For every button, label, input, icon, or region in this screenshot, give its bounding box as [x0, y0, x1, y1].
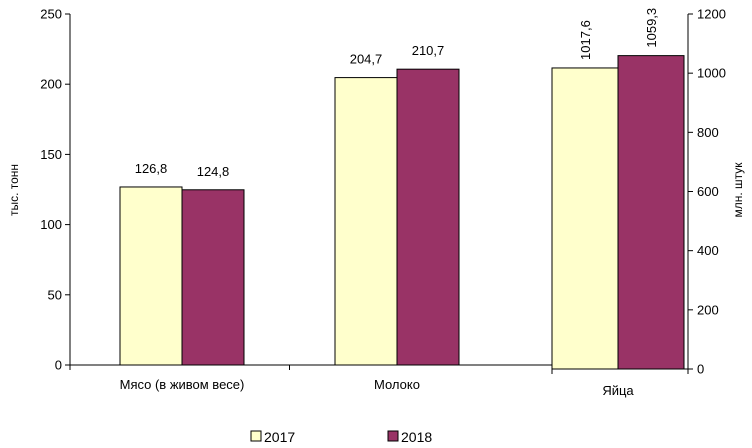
- right-panel: 0 200 400 600 800 1000 1200 1017,6 1059,3 Яйца: [551, 7, 726, 398]
- data-label-2017-0: 126,8: [135, 161, 168, 176]
- left-y-tick-label: 100: [40, 217, 62, 232]
- category-label-left-1: Молоко: [374, 377, 420, 392]
- left-y-tick-label: 250: [40, 7, 62, 22]
- category-label-right-0: Яйца: [602, 383, 634, 398]
- right-y-tick-label: 200: [697, 302, 719, 317]
- right-axis-title: млн. штук: [731, 162, 745, 218]
- category-label-left-0: Мясо (в живом весе): [120, 377, 245, 392]
- right-y-tick-label: 600: [697, 184, 719, 199]
- legend-label-2018: 2018: [401, 429, 432, 445]
- right-y-tick-label: 0: [697, 362, 704, 377]
- data-label-eggs-2018: 1059,3: [644, 8, 659, 48]
- bar-2017-left-0: [119, 186, 183, 366]
- data-label-eggs-2017: 1017,6: [578, 20, 593, 60]
- left-y-tick-label: 50: [48, 287, 62, 302]
- left-y-tick-label: 200: [40, 77, 62, 92]
- legend-swatch-2017: [250, 430, 262, 442]
- right-y-tick-label: 400: [697, 243, 719, 258]
- left-y-tick-label: 150: [40, 147, 62, 162]
- left-panel: 0 50 100 150 200 250 126,8 124,8 Мясо (в живом в…: [40, 7, 553, 392]
- left-y-tick-label: 0: [55, 358, 62, 373]
- bar-2018-left-1: [396, 68, 460, 366]
- legend-swatch-2018: [387, 430, 399, 442]
- left-axis-title: тыс. тонн: [7, 164, 21, 216]
- right-y-tick-label: 1200: [697, 7, 726, 22]
- bar-2017-right-0: [551, 67, 619, 370]
- right-y-tick-label: 1000: [697, 66, 726, 81]
- data-label-2018-0: 124,8: [197, 164, 230, 179]
- legend-label-2017: 2017: [264, 429, 295, 445]
- legend: 2017 2018: [250, 429, 432, 445]
- right-y-tick-label: 800: [697, 125, 719, 140]
- bar-2018-right-0: [617, 55, 685, 370]
- data-label-2017-1: 204,7: [350, 52, 383, 67]
- bar-2017-left-1: [334, 77, 398, 366]
- data-label-2018-1: 210,7: [412, 43, 445, 58]
- bar-2018-left-0: [181, 189, 245, 366]
